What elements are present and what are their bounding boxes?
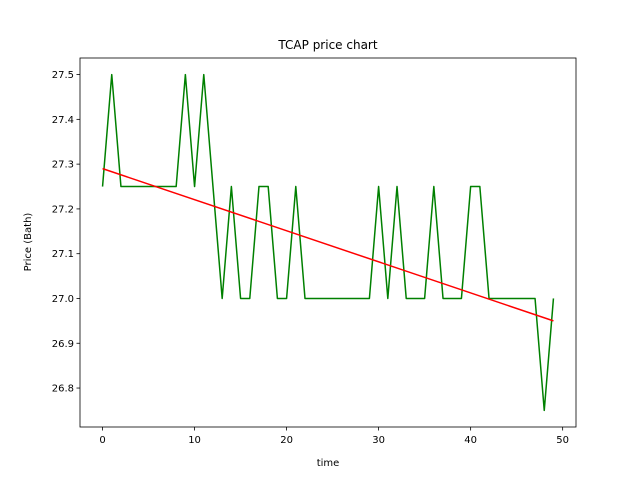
- y-tick-label: 27.0: [52, 294, 74, 305]
- y-tick-label: 27.4: [52, 115, 74, 126]
- x-tick-label: 50: [556, 435, 569, 446]
- trend-line: [102, 167, 554, 322]
- y-axis-ticks: 26.8 26.9 27.0 27.1 27.2 27.3 27.4 27.5: [52, 70, 80, 395]
- x-tick-label: 20: [280, 435, 293, 446]
- x-tick-label: 0: [99, 435, 105, 446]
- y-tick-label: 27.2: [52, 204, 74, 215]
- x-tick-label: 30: [372, 435, 385, 446]
- x-tick-label: 10: [188, 435, 201, 446]
- x-tick-label: 40: [464, 435, 477, 446]
- y-tick-label: 26.8: [52, 384, 74, 395]
- y-axis-label: Price (Bath): [23, 213, 34, 272]
- price-series-line: [101, 73, 555, 412]
- plot-area: [101, 73, 555, 412]
- y-tick-label: 27.5: [52, 70, 74, 81]
- x-axis-label: time: [317, 458, 340, 469]
- x-axis-ticks: 0 10 20 30 40 50: [99, 427, 569, 446]
- y-tick-label: 27.1: [52, 249, 74, 260]
- chart-title: TCAP price chart: [277, 38, 377, 52]
- y-tick-label: 27.3: [52, 160, 74, 171]
- y-tick-label: 26.9: [52, 339, 74, 350]
- axes-frame: [79, 57, 577, 428]
